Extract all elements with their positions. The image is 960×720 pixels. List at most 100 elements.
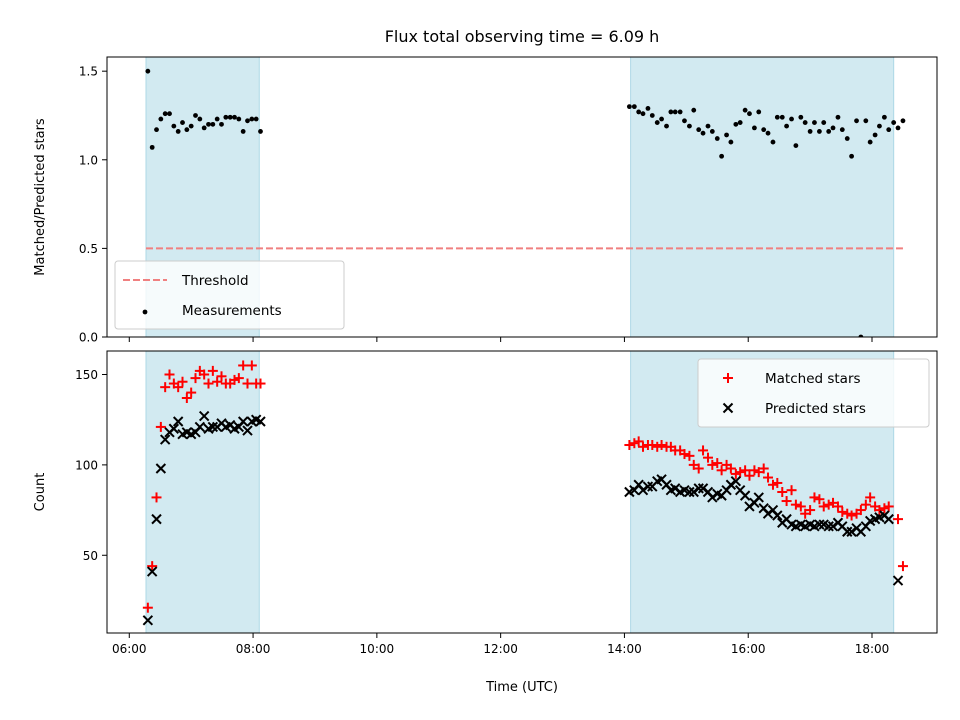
marker-stroke [633, 479, 644, 490]
y-tick-label: 1.0 [79, 153, 98, 167]
measurement-point [747, 111, 752, 117]
matched-star-point [716, 465, 727, 476]
marker-stroke [837, 521, 848, 532]
matched-star-point [177, 376, 188, 387]
marker-stroke [804, 519, 816, 530]
measurement-point [742, 107, 748, 113]
marker-stroke [734, 484, 746, 496]
predicted-star-point [753, 492, 764, 503]
plot-area [142, 360, 908, 626]
measurement-point [886, 127, 892, 133]
chart-title: Flux total observing time = 6.09 h [385, 27, 660, 46]
measurement-point [210, 121, 216, 127]
measurement-point [821, 120, 827, 125]
matched-star-point [255, 378, 266, 389]
measurement-point [807, 129, 813, 134]
marker-stroke [781, 513, 792, 525]
axes-frame [106, 350, 938, 634]
x-tick-label: 10:00 [360, 642, 395, 656]
marker-stroke [181, 427, 193, 438]
y-tick-label: 50 [83, 549, 98, 563]
axes-frame [106, 56, 938, 338]
marker-stroke [753, 492, 764, 503]
matched-star-point [624, 440, 635, 450]
predicted-star-point [883, 513, 894, 525]
marker-stroke [767, 504, 779, 516]
matched-star-point [160, 382, 171, 393]
marker-stroke [786, 519, 797, 530]
measurement-point [682, 118, 687, 124]
predicted-star-point [198, 410, 210, 422]
legend-label: Measurements [182, 303, 282, 319]
measurement-point [895, 125, 901, 131]
measurement-point [705, 123, 711, 129]
ratio-panel: 0.0 0.5 1.0 1.5 Matched/Predicted stars Thres… [33, 56, 938, 345]
matched-star-point [147, 561, 158, 572]
measurement-point [691, 107, 697, 113]
matched-star-point [181, 393, 192, 403]
marker-stroke [892, 575, 904, 586]
x-tick-label: 12:00 [483, 642, 518, 656]
measurement-point [793, 143, 799, 149]
marker-stroke [194, 421, 206, 433]
legend: Matched stars Predicted stars [697, 358, 930, 428]
matched-star-point [860, 499, 871, 510]
x-tick-label: 14:00 [607, 642, 642, 656]
matched-star-point [893, 514, 904, 525]
marker-stroke [142, 615, 154, 626]
matched-star-point [837, 506, 848, 517]
measurement-point [752, 125, 757, 131]
predicted-star-point [168, 423, 180, 434]
matched-star-point [203, 378, 214, 389]
matched-star-point [142, 602, 153, 613]
measurement-point [770, 139, 776, 145]
marker-stroke [684, 486, 695, 498]
matched-star-point [805, 505, 816, 516]
count-panel: 50 100 150 06:00 08:00 10:00 12:00 14:00 16:00 18… [33, 350, 938, 656]
measurement-point [184, 127, 190, 133]
measurement-point [765, 130, 771, 136]
predicted-star-point [159, 434, 171, 445]
measurement-point [802, 120, 808, 125]
measurement-point [631, 104, 637, 110]
matched-star-point [684, 450, 695, 461]
predicted-star-point [814, 519, 825, 530]
marker-stroke [151, 513, 162, 525]
measurement-point [881, 114, 887, 120]
marker-stroke [814, 519, 825, 530]
measurement-point [779, 114, 785, 120]
predicted-star-point [207, 421, 219, 433]
matched-star-point [707, 459, 718, 470]
measurement-point [253, 116, 259, 122]
matched-star-point [846, 510, 857, 521]
measurement-point [167, 111, 172, 117]
measurement-point [812, 120, 817, 125]
marker-stroke [168, 423, 180, 434]
measurement-point [858, 334, 864, 337]
measurement-point [223, 114, 229, 120]
measurement-point [668, 109, 674, 115]
matched-star-point [190, 373, 201, 384]
observing-window-band [145, 350, 260, 634]
measurement-point [737, 120, 743, 125]
measurement-point [700, 130, 706, 136]
predicted-star-point [842, 526, 853, 537]
measurement-point [193, 113, 198, 118]
predicted-star-point [172, 416, 184, 427]
measurement-point [863, 118, 869, 124]
measurement-point [188, 123, 194, 129]
measurement-point [844, 136, 850, 141]
matched-star-point [790, 499, 801, 510]
legend-measurement-swatch [142, 309, 148, 315]
measurement-point [672, 109, 678, 115]
measurement-point [175, 129, 181, 134]
predicted-star-point [684, 486, 695, 498]
matched-star-point [735, 467, 746, 478]
matched-star-point [656, 440, 667, 450]
x-axis-label: Time (UTC) [485, 680, 558, 695]
matched-star-point [832, 501, 843, 512]
matched-star-point [693, 463, 704, 474]
matched-star-point [814, 494, 825, 505]
matched-star-point [212, 376, 223, 387]
